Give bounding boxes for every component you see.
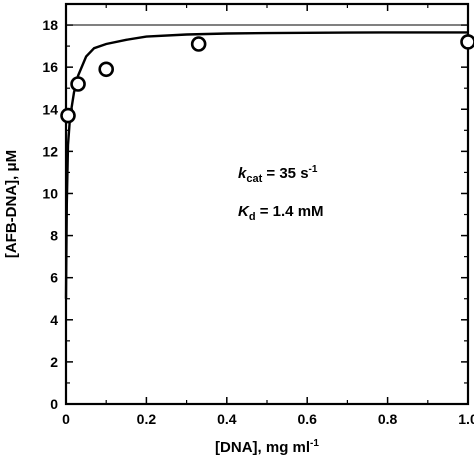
y-tick-label: 8 <box>50 228 58 244</box>
x-tick-label: 0.6 <box>297 411 317 427</box>
x-axis-label: [DNA], mg ml-1 <box>215 438 319 456</box>
y-tick-label: 2 <box>50 354 58 370</box>
y-tick-label: 14 <box>42 101 58 117</box>
data-point <box>190 36 207 52</box>
y-tick-label: 6 <box>50 270 58 286</box>
x-tick-label: 0.4 <box>217 411 237 427</box>
y-axis-label: [AFB-DNA], μM <box>3 150 20 258</box>
x-tick-label: 1.0 <box>458 411 474 427</box>
y-tick-label: 18 <box>42 17 58 33</box>
y-tick-label: 4 <box>50 312 58 328</box>
x-tick-label: 0.2 <box>137 411 157 427</box>
data-point <box>460 34 474 50</box>
x-tick-label: 0.8 <box>378 411 398 427</box>
y-tick-label: 12 <box>42 143 58 159</box>
y-tick-label: 10 <box>42 185 58 201</box>
annotation-kd: Kd = 1.4 mM <box>238 203 324 223</box>
data-point <box>98 61 114 78</box>
y-tick-label: 16 <box>42 59 58 75</box>
x-axis-ticks: 0 0.2 0.4 0.6 0.8 1.0 <box>62 4 474 427</box>
x-tick-label: 0 <box>62 411 70 427</box>
data-point <box>70 76 86 92</box>
annotation-kcat: kcat = 35 s-1 <box>238 164 318 185</box>
data-points <box>60 34 474 124</box>
y-axis-ticks: 0 2 4 6 8 10 12 14 16 18 <box>42 3 468 412</box>
data-point <box>60 107 76 124</box>
y-tick-label: 0 <box>50 396 58 412</box>
